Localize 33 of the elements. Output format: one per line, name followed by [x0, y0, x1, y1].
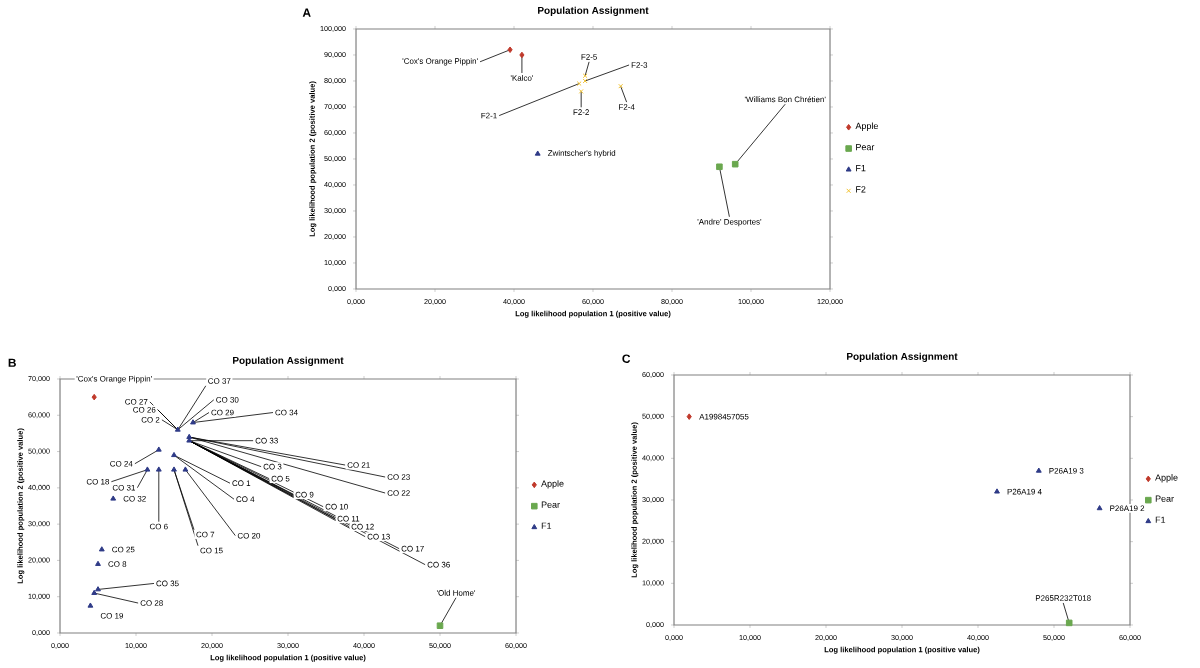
point [994, 488, 1000, 494]
point [686, 413, 692, 420]
point [186, 437, 193, 443]
point [171, 466, 177, 472]
point [155, 446, 162, 452]
point [110, 495, 117, 501]
point [507, 46, 513, 53]
point [144, 466, 151, 472]
point [716, 163, 723, 170]
point [98, 546, 105, 552]
point [582, 73, 588, 79]
point [582, 78, 588, 84]
point [182, 466, 189, 472]
point [174, 426, 181, 432]
point [731, 160, 739, 168]
point [91, 393, 97, 401]
point [576, 80, 582, 86]
point [436, 622, 444, 629]
point [618, 83, 624, 89]
point [519, 51, 525, 59]
point [1065, 619, 1073, 626]
point [95, 560, 101, 566]
point [190, 419, 196, 425]
point [91, 589, 98, 595]
point [155, 466, 162, 472]
point [186, 433, 193, 439]
point [87, 602, 94, 608]
point [171, 451, 177, 457]
point [534, 150, 541, 156]
point [95, 585, 101, 592]
point [1035, 467, 1042, 473]
point [578, 88, 584, 94]
point [1096, 504, 1103, 511]
